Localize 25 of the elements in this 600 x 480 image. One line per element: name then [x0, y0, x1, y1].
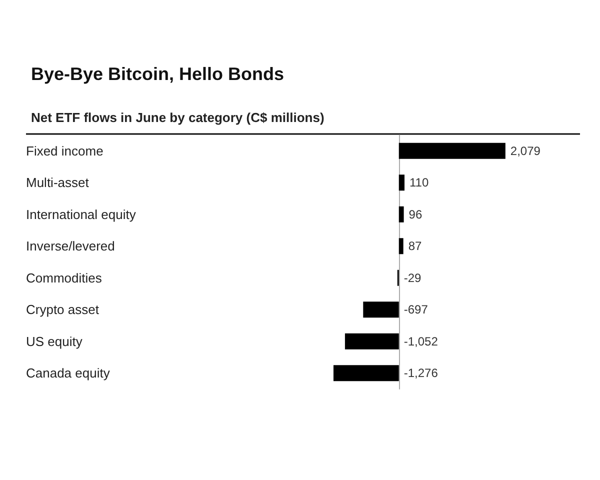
data-label: 2,079 — [510, 144, 541, 158]
bar — [363, 302, 399, 318]
data-label: 110 — [410, 176, 429, 190]
y-tick-label: Fixed income — [26, 143, 104, 158]
y-tick-label: Inverse/levered — [26, 238, 115, 254]
y-tick-label: US equity — [26, 334, 83, 349]
text: Bye-Bye Bitcoin, Hello Bonds — [31, 64, 284, 84]
bar — [333, 365, 399, 382]
data-label: -697 — [404, 302, 428, 317]
bar — [398, 142, 506, 159]
y-tick-label: Crypto asset — [26, 302, 100, 318]
y-tick-label: Canada equity — [26, 366, 110, 381]
text: Net ETF flows in June by category (C$ millions) — [31, 110, 324, 125]
data-label: 96 — [408, 207, 422, 222]
data-label: -1,276 — [404, 366, 438, 380]
data-label: -1,052 — [404, 334, 438, 348]
bar — [344, 333, 399, 350]
y-tick-label: International equity — [26, 206, 136, 222]
bar — [398, 174, 405, 191]
bar — [398, 206, 404, 222]
y-tick-label: Multi-asset — [26, 175, 90, 190]
data-label: -29 — [404, 270, 422, 285]
bar — [398, 238, 404, 254]
y-tick-label: Commodities — [26, 270, 102, 286]
data-label: 87 — [408, 239, 422, 254]
